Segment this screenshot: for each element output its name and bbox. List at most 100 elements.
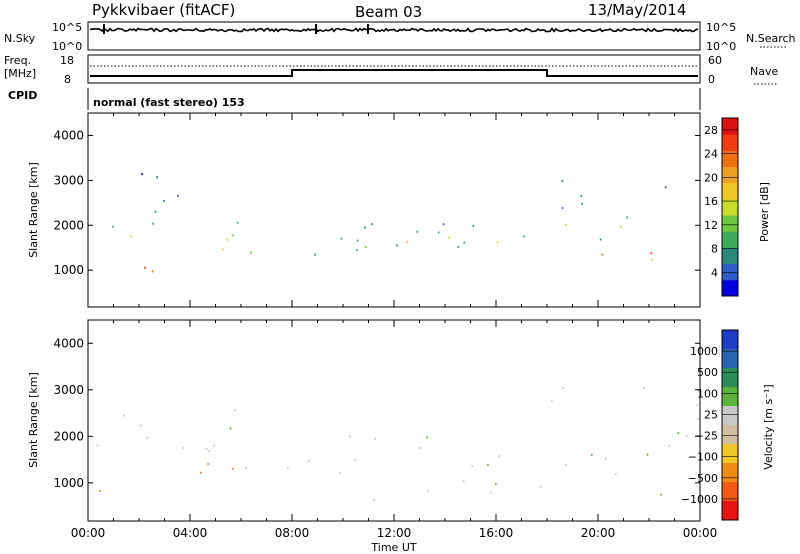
velocity-colorbar-swatch <box>722 463 738 483</box>
nsearch-tick-bottom: 10^0 <box>706 40 736 53</box>
power-colorbar-swatch <box>722 150 738 168</box>
velocity-cell <box>565 463 567 466</box>
power-cell <box>365 245 367 248</box>
power-colorbar-swatch <box>722 247 738 265</box>
velocity-cell <box>426 436 428 439</box>
power-colorbar-tick-3: 16 <box>704 195 718 208</box>
velocity-cell <box>354 459 356 462</box>
velocity-colorbar-tick-0: 1000 <box>690 345 718 358</box>
power-colorbar-swatch <box>722 134 738 151</box>
power-ytick-2: 3000 <box>53 173 84 187</box>
freq-panel <box>87 54 701 84</box>
power-colorbar-swatch <box>722 118 738 135</box>
power-cell <box>650 252 653 255</box>
freq-label-2: [MHz] <box>4 67 36 80</box>
velocity-band-2 <box>99 490 101 492</box>
power-cell <box>416 230 419 233</box>
velocity-cell <box>146 437 149 440</box>
velocity-ytick-3: 4000 <box>53 336 84 350</box>
power-colorbar-tick-1: 8 <box>711 243 718 256</box>
velocity-cell <box>373 498 375 501</box>
velocity-cell <box>123 414 125 417</box>
power-cell <box>250 251 252 254</box>
power-ytick-0: 1000 <box>53 263 84 277</box>
velocity-cell <box>231 467 234 470</box>
velocity-colorbar-swatch <box>722 444 738 464</box>
freq-trace <box>90 69 698 77</box>
power-cell <box>364 226 366 229</box>
power-cell <box>601 253 603 256</box>
velocity-cell <box>697 417 699 420</box>
x-tick-1: 04:00 <box>173 526 208 540</box>
power-cell <box>664 186 667 189</box>
power-cell <box>599 238 602 241</box>
power-ytick-3: 4000 <box>53 128 84 142</box>
x-tick-2: 08:00 <box>275 526 310 540</box>
power-colorbar-tick-6: 28 <box>704 124 718 137</box>
power-cell <box>163 199 165 202</box>
velocity-cell <box>200 471 202 474</box>
power-cell <box>232 234 234 237</box>
power-colorbar-swatch <box>722 279 738 297</box>
velocity-cell <box>696 404 698 407</box>
power-cell <box>396 244 398 247</box>
velocity-cell <box>462 479 465 482</box>
power-band-7 <box>565 216 628 241</box>
power-cell <box>156 176 158 179</box>
power-cell <box>463 241 465 244</box>
velocity-cell <box>349 435 351 438</box>
velocity-cell <box>677 432 680 435</box>
velocity-ytick-1: 2000 <box>53 429 84 443</box>
power-cell <box>437 231 440 234</box>
power-cell <box>442 223 445 226</box>
power-colorbar-swatch <box>722 166 738 184</box>
power-ylabel: Slant Range [km] <box>27 162 40 258</box>
velocity-colorbar-tick-6: −500 <box>688 472 718 485</box>
power-cell <box>144 266 146 269</box>
velocity-colorbar-tick-7: −1000 <box>681 493 718 506</box>
velocity-cell <box>245 467 247 469</box>
power-cell <box>371 223 373 226</box>
power-band-2 <box>112 210 239 228</box>
velocity-cell <box>229 427 232 430</box>
velocity-cell <box>615 473 617 476</box>
power-cell <box>154 210 157 213</box>
velocity-colorbar-swatch <box>722 330 738 350</box>
velocity-cell <box>419 446 421 449</box>
velocity-colorbar-tick-2: 100 <box>697 387 718 400</box>
freq-label-1: Freq. <box>4 54 31 67</box>
velocity-band-6 <box>660 493 662 496</box>
velocity-cell <box>471 465 473 468</box>
nsky-panel <box>87 21 701 51</box>
velocity-colorbar-swatch <box>722 368 738 388</box>
power-band-3 <box>141 173 179 202</box>
power-cell <box>356 239 359 242</box>
power-cell <box>226 238 229 241</box>
velocity-colorbar-swatch <box>722 349 738 369</box>
x-tick-5: 20:00 <box>581 526 616 540</box>
power-cell <box>406 240 408 243</box>
velocity-colorbar-swatch <box>722 501 738 521</box>
velocity-colorbar-swatch <box>722 406 738 426</box>
power-ytick-1: 2000 <box>53 218 84 232</box>
nave-label: Nave <box>750 65 778 78</box>
power-cell <box>448 236 450 239</box>
velocity-panel: 1000 2000 3000 4000 00:00 04:00 08:00 12:00 16:0… <box>27 319 717 540</box>
velocity-cell <box>99 490 101 492</box>
nsearch-tick-top: 10^5 <box>706 21 736 34</box>
power-cell <box>221 248 224 251</box>
velocity-cell <box>489 491 492 494</box>
power-colorbar-swatch <box>722 198 738 216</box>
velocity-cell <box>139 424 142 427</box>
velocity-cell <box>234 409 236 411</box>
nave-tick-top: 60 <box>708 54 722 67</box>
velocity-colorbar-tick-1: 500 <box>697 366 718 379</box>
power-band-1 <box>144 266 154 273</box>
freq-tick-bottom: 8 <box>64 73 71 86</box>
nsky-tick-bottom: 10^0 <box>52 40 82 53</box>
power-band-8 <box>561 180 667 210</box>
power-cell <box>340 237 343 240</box>
velocity-cell <box>96 444 99 447</box>
power-panel: 1000 2000 3000 4000 Slant Range [km] <box>27 112 701 308</box>
